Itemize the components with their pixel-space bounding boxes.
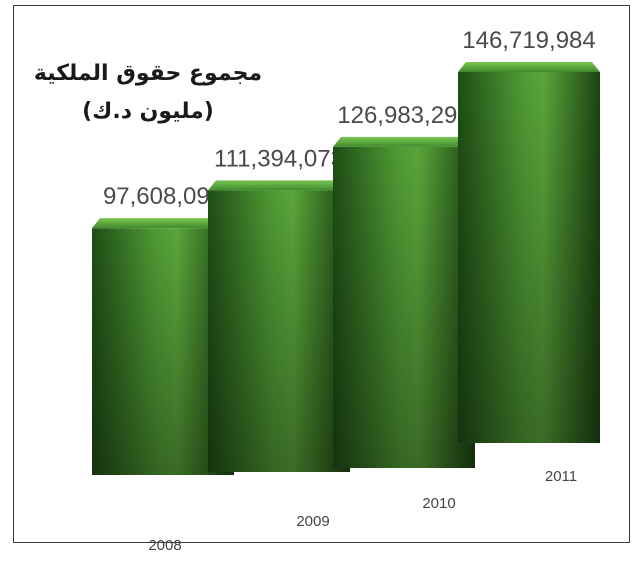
bar-shade-2009: [208, 190, 350, 472]
year-label-2011: 2011: [545, 468, 577, 485]
bar-shade-2010: [333, 146, 475, 468]
bar-top-2010: [333, 136, 475, 147]
bar-top-2009: [208, 180, 350, 191]
year-label-2008: 2008: [148, 537, 181, 554]
bar-top-2011: [458, 62, 600, 72]
bar-top-2008: [92, 218, 234, 229]
chart-title: مجموع حقوق الملكية: [34, 61, 262, 86]
value-label-2010: 126,983,296: [337, 102, 470, 129]
value-label-2009: 111,394,073: [214, 145, 344, 172]
value-label-2011: 146,719,984: [462, 27, 595, 54]
chart-subtitle: (مليون د.ك): [82, 99, 214, 124]
year-label-2010: 2010: [422, 495, 455, 512]
value-label-2008: 97,608,097: [103, 183, 223, 210]
bar-shade-2011: [458, 72, 600, 443]
year-label-2009: 2009: [296, 513, 329, 530]
